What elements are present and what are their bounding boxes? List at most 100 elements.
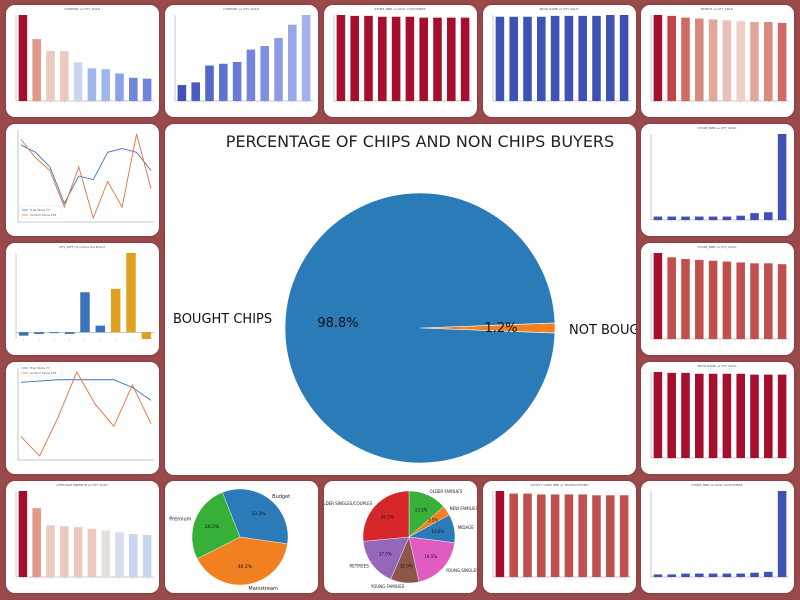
bar [336,15,346,101]
thumb-store-customers-bar[interactable]: STORE_NBR vs DAILY CUSTOMERS [324,5,477,117]
thumb-premium-pie[interactable]: 33.3% Budget 40.2% Mainstream 26.5% Premium [165,481,318,593]
bar [681,573,690,577]
thumb-company-qty-bar-blue[interactable]: COMPANY vs QTY_SOLD [165,5,318,117]
pie-slice [408,536,455,583]
bar [764,212,773,220]
bar [34,332,44,334]
pie-slice [191,492,241,560]
bar [274,38,283,101]
bar [750,263,759,339]
bar [46,525,55,577]
pie-category-label: Budget [272,494,290,500]
bar [722,20,732,102]
pie-pct-label: 13.5% [415,508,428,513]
pie-category-label: Premium [169,516,191,522]
thumb-store-qty-bar-blue[interactable]: STORE_NBR vs QTY_SOLD [641,124,794,236]
thumb-trial-control-line-1[interactable]: Trial Store 77 Control Store 233 [6,124,159,236]
pie-slice [222,488,289,545]
bar [460,17,470,101]
bar [101,530,110,577]
bar [391,16,401,101]
bar [18,332,29,336]
pie-slice [362,490,410,542]
bar [722,261,732,339]
bar [564,494,574,577]
bar-chart-title: MONTH vs QTY_SOLD [701,7,734,11]
bar [232,61,242,101]
bar [667,216,676,220]
bar [129,77,138,101]
thumb-store-customers-bar-blue[interactable]: STORE_NBR vs DAILY CUSTOMERS [641,481,794,593]
pie-pct-label: 3.5% [428,517,438,522]
bar [18,15,28,101]
thumb-qty-diff-bar[interactable]: QTY_DIFF (%) Actua the Brand [6,243,159,355]
bar [509,493,518,577]
bar-chart-title: STORE_NBR vs DAILY CUSTOMERS [691,483,742,487]
thumb-qty-diff-bar-svg: QTY_DIFF (%) Actua the Brand [15,245,154,341]
bar [708,216,718,220]
bar [115,73,124,101]
bar [667,257,676,339]
thumb-trial-control-line-2[interactable]: Trial Store 77 Control Store 233 [6,362,159,474]
bar [722,216,732,220]
pie-pct-not-bought-chips: 1.2% [484,321,517,336]
bar [87,68,97,101]
bar [509,16,518,101]
bar [87,528,97,577]
bar-chart-title: COMPANY vs QTY_SOLD [64,7,100,11]
bar [260,46,269,101]
thumb-month-qty-bar[interactable]: MONTH vs QTY_SOLD [641,5,794,117]
thumb-prodname-qty-bar[interactable]: PROD NAME vs QTY SOLD [483,5,636,117]
bar [578,494,587,577]
bar [60,526,69,577]
bar [129,534,138,577]
pie-pct-label: 26.5% [381,515,394,520]
bar [667,574,676,577]
main-chart-panel: PERCENTAGE OF CHIPS AND NON CHIPS BUYERS… [165,124,636,475]
thumb-lifestage-bar[interactable]: LIFESTAGE PREMIUM vs QTY SOLD [6,481,159,593]
pie-slice-bought-chips [284,192,556,464]
bar [578,15,587,102]
bar [49,332,60,334]
bar [736,373,745,458]
bar [764,374,773,458]
series-line [20,133,152,220]
bar [301,15,311,101]
series-line [20,370,152,457]
bar [653,574,663,577]
bar [419,17,428,101]
bar [667,372,676,458]
bar-chart-title: COMPANY vs QTY_SOLD [223,7,259,11]
thumb-premium-pie-svg: 33.3% Budget 40.2% Mainstream 26.5% Premium [169,488,290,592]
bar [653,372,663,458]
bar [777,22,787,102]
thumb-store-qty-bar-red[interactable]: STORE_NBR vs QTY_SOLD [641,243,794,355]
bar-chart-title: STORE_NBR vs QTY_SOLD [698,245,738,249]
bar [177,85,187,101]
bar [537,16,546,101]
thumb-store-qty-bar-blue-svg: STORE_NBR vs QTY_SOLD [650,126,789,222]
bar [110,288,121,333]
legend-box [19,363,63,377]
bar [495,16,505,101]
pie-pct-bought-chips: 98.8% [317,316,358,331]
pie-pct-label: 33.3% [251,511,266,517]
pie-slice [196,536,288,586]
legend-label: Trial Store 77 [29,366,50,370]
thumb-prodname-qty-bar-red-svg: PROD NAME vs QTY SOLD [650,364,789,460]
bar [708,373,718,458]
thumb-loyalty-bar[interactable]: LOYALTY CARD NBR vs TRANSACTIONS [483,481,636,593]
bar [141,332,152,339]
bar [619,495,629,577]
thumb-company-qty-bar[interactable]: COMPANY vs QTY_SOLD [6,5,159,117]
bar [550,494,560,577]
bar [378,16,387,101]
thumb-company-qty-bar-svg: COMPANY vs QTY_SOLD [15,7,154,103]
thumb-month-qty-bar-svg: MONTH vs QTY_SOLD [650,7,789,103]
legend-label: Trial Store 77 [29,208,50,212]
series-line [20,379,152,401]
thumb-prodname-qty-bar-red[interactable]: PROD NAME vs QTY SOLD [641,362,794,474]
thumb-lifestage-pie[interactable]: 13.5% OLDER FAMILIES 3.5% NEW FAMILIES 10.0%… [324,481,477,593]
bar [695,216,704,220]
bar [708,573,718,577]
